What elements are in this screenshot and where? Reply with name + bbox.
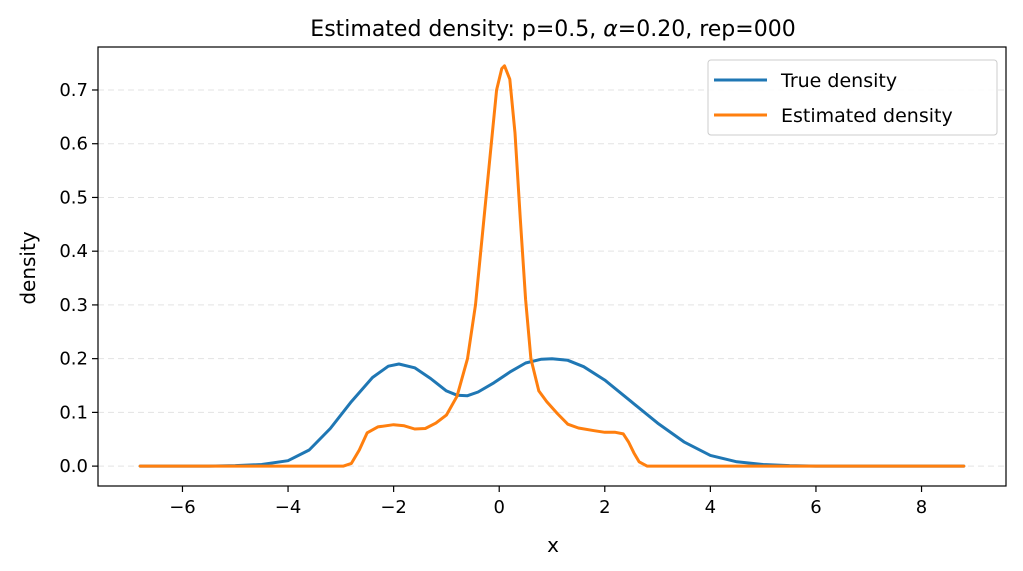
chart-title: Estimated density: p=0.5, α=0.20, rep=00…: [310, 17, 795, 42]
y-tick-label: 0.1: [59, 402, 88, 423]
series-line-true-density: [138, 357, 966, 468]
legend-box: [707, 59, 998, 136]
y-tick-label: 0.7: [59, 80, 88, 101]
x-axis: −6 −4 −2 0 2 4 6 8: [169, 486, 927, 518]
x-tick-label: −4: [275, 497, 302, 518]
x-tick-label: 8: [916, 497, 927, 518]
y-tick-label: 0.0: [59, 456, 88, 477]
legend-label-true-density: True density: [780, 70, 897, 92]
y-tick-label: 0.4: [59, 241, 88, 262]
plot-frame: [97, 46, 1007, 487]
series-layer: [138, 64, 966, 468]
y-tick-label: 0.3: [59, 295, 88, 316]
y-tick-label: 0.2: [59, 349, 88, 370]
legend: True density Estimated density: [707, 59, 998, 136]
legend-label-estimated-density: Estimated density: [781, 105, 953, 127]
x-tick-label: −2: [380, 497, 407, 518]
y-tick-label: 0.6: [59, 134, 88, 155]
y-tick-label: 0.5: [59, 187, 88, 208]
y-axis-label: density: [16, 231, 40, 304]
series-line-estimated-density: [138, 64, 966, 468]
y-axis: 0.0 0.1 0.2 0.3 0.4 0.5 0.6 0.7: [59, 80, 98, 477]
x-tick-label: 2: [599, 497, 610, 518]
x-axis-label: x: [547, 533, 559, 557]
x-tick-label: 6: [810, 497, 821, 518]
x-tick-label: −6: [169, 497, 196, 518]
x-tick-label: 0: [493, 497, 504, 518]
x-tick-label: 4: [705, 497, 716, 518]
